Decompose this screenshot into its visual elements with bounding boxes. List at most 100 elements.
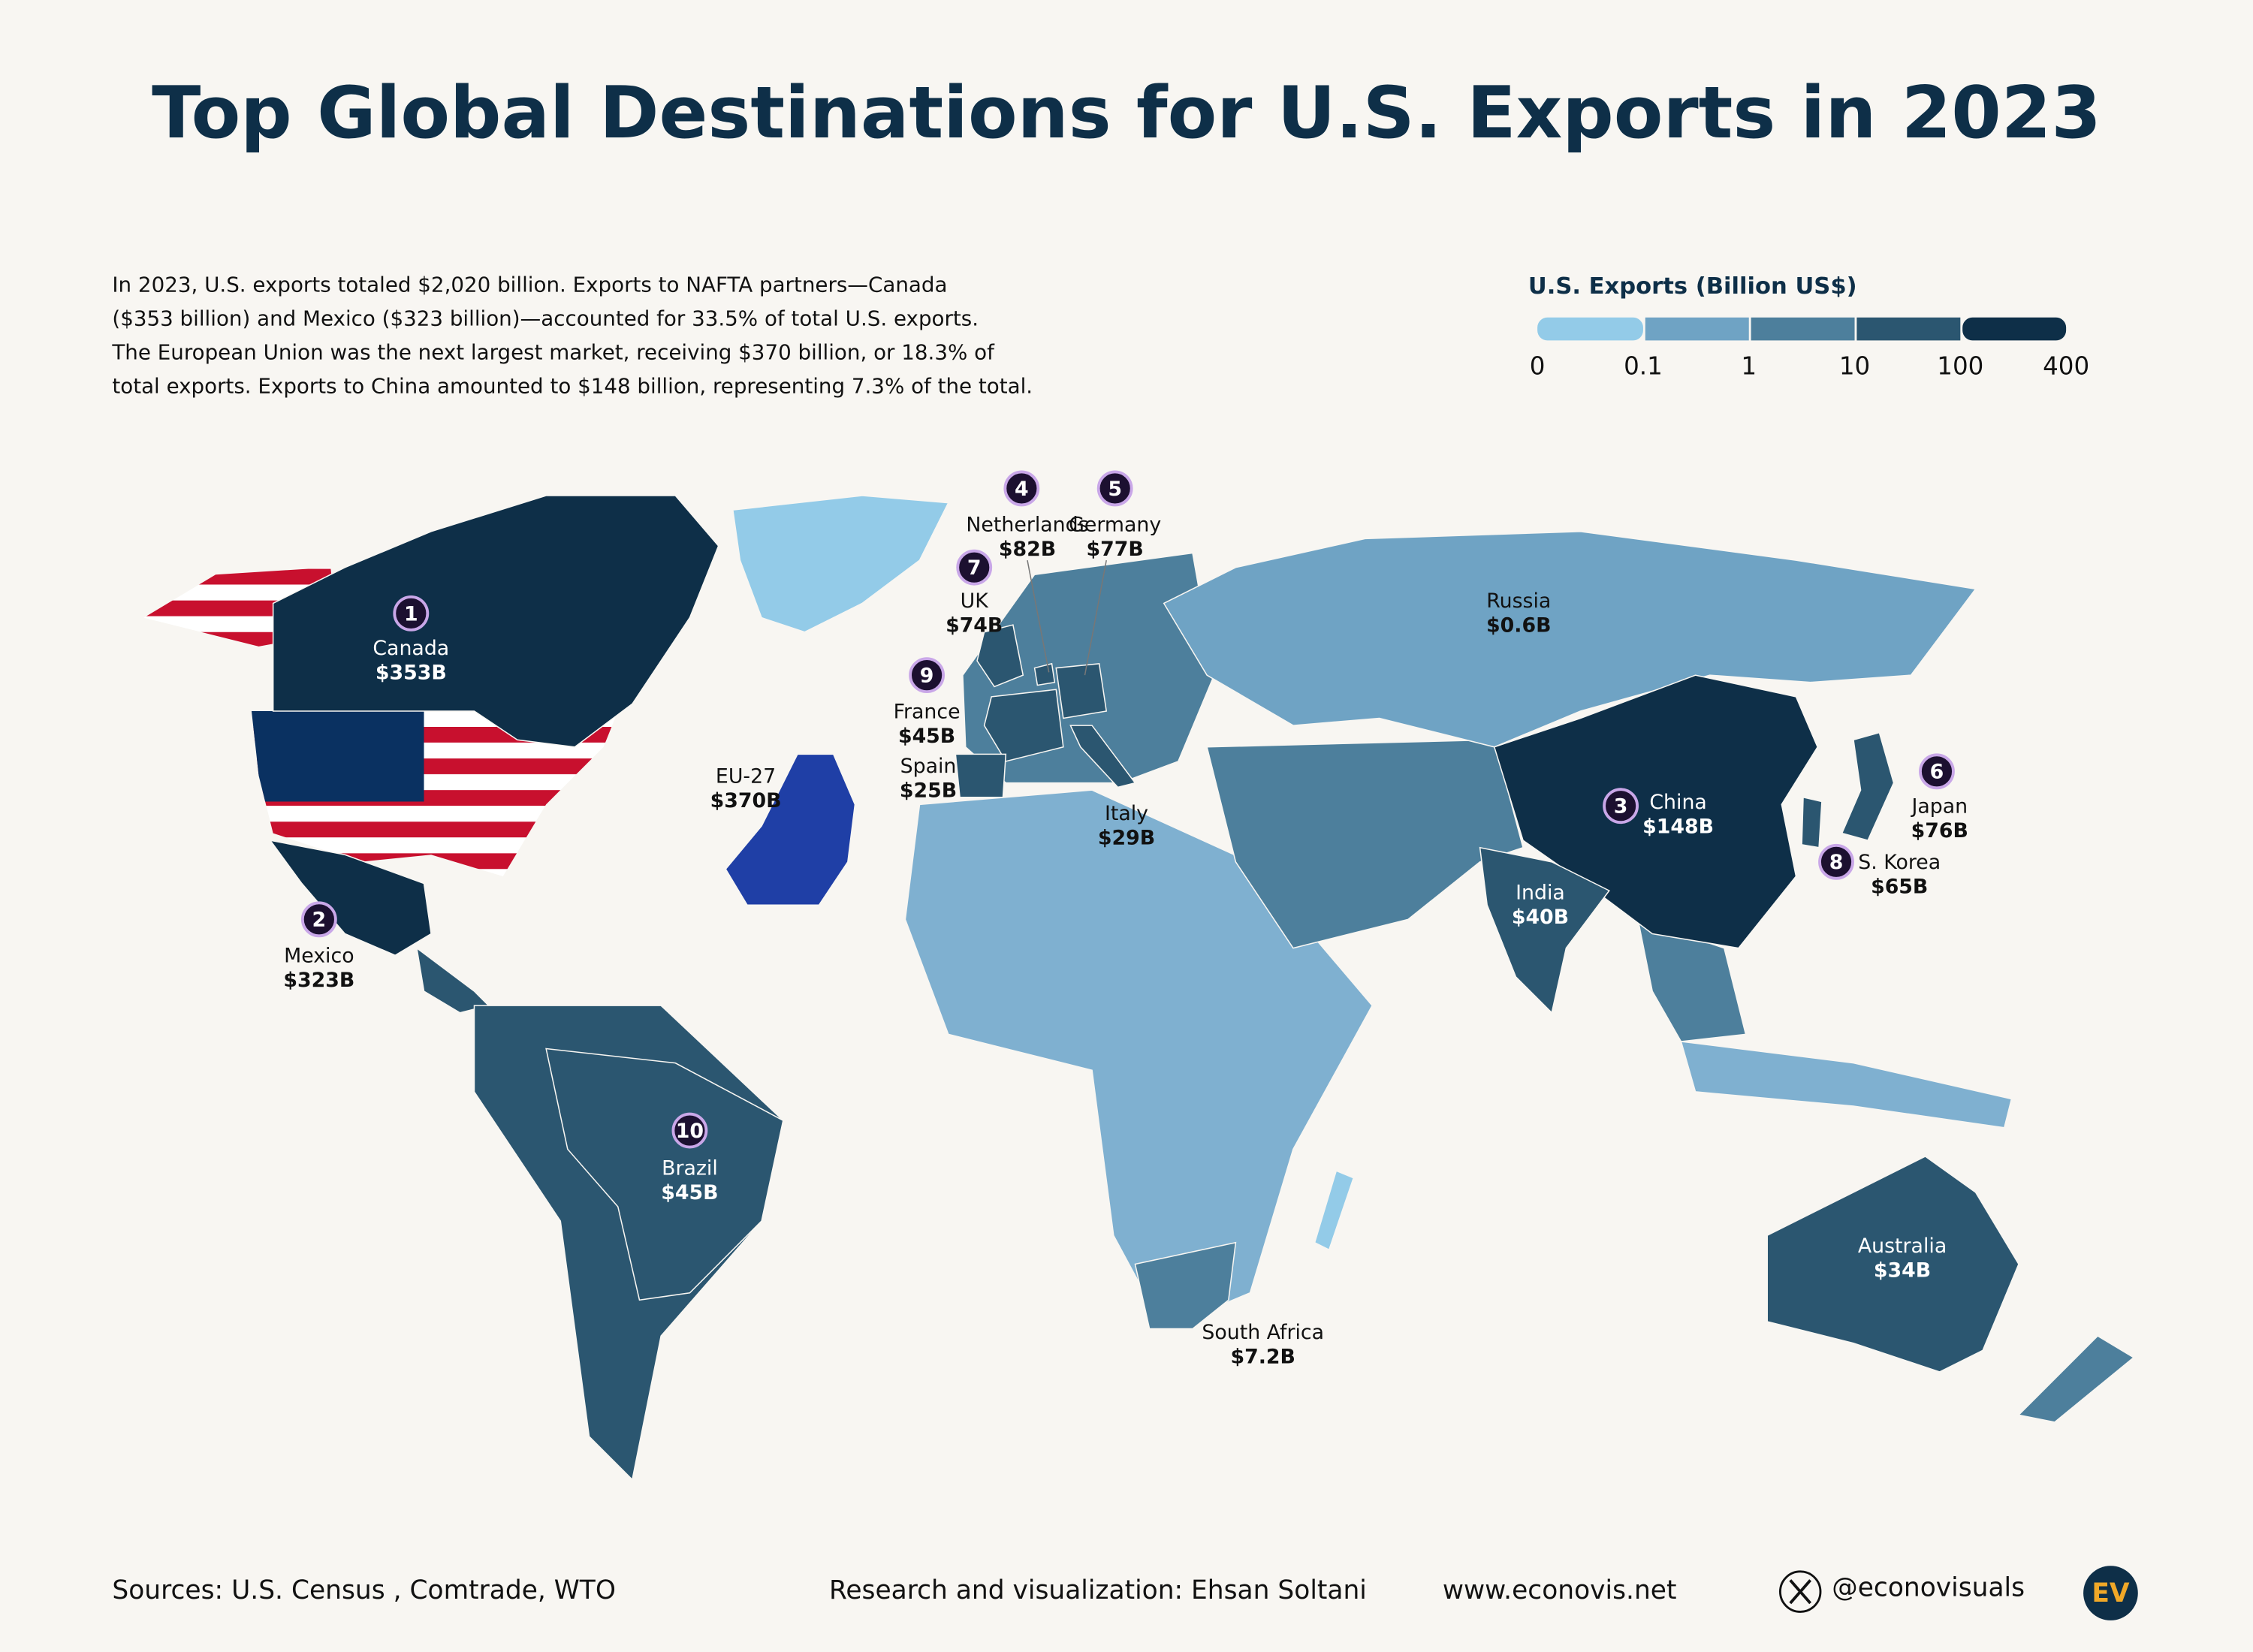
country (269, 840, 432, 957)
logo: EV (2092, 1578, 2130, 1608)
country-value: $353B (376, 662, 447, 685)
leader-line (1084, 559, 1107, 676)
country-name: Canada (372, 637, 449, 660)
rank-badge (393, 595, 430, 632)
rank-badge (956, 549, 993, 586)
country-value: $65B (1871, 876, 1928, 899)
country-value: $77B (1087, 538, 1144, 561)
legend-swatch (1537, 317, 1643, 341)
country-value: $0.6B (1486, 614, 1551, 638)
country (976, 624, 1024, 688)
country (1841, 731, 1895, 842)
legend-swatch (1856, 317, 1961, 341)
sources: Sources: U.S. Census , Comtrade, WTO (112, 1575, 616, 1605)
legend-tick-label: 1 (1741, 352, 1757, 381)
country (1055, 662, 1108, 719)
country-value: $370B (710, 789, 782, 812)
description-line: ($353 billion) and Mexico ($323 billion)… (112, 306, 979, 331)
country (1766, 1156, 2019, 1373)
country (1163, 531, 1977, 748)
country-name: China (1649, 791, 1706, 814)
country-name: UK (961, 589, 990, 613)
legend-swatch (1751, 317, 1855, 341)
rank-badge (909, 657, 945, 694)
rank-badge (1919, 753, 1955, 790)
legend-title: U.S. Exports (Billion US$) (1528, 273, 1857, 300)
credit: Research and visualization: Ehsan Soltan… (829, 1575, 1367, 1605)
rank-number: 6 (1930, 761, 1944, 784)
legend-tick-label: 0.1 (1624, 352, 1663, 381)
rank-number: 9 (920, 665, 934, 688)
rank-number: 8 (1829, 851, 1844, 874)
rank-badge (671, 1112, 708, 1149)
country (1479, 846, 1610, 1014)
country (1801, 796, 1823, 849)
legend-tick-label: 10 (1839, 352, 1870, 381)
country-value: $148B (1642, 815, 1714, 838)
country-name: Japan (1910, 795, 1968, 818)
rank-number: 10 (676, 1120, 704, 1143)
country-name: Italy (1105, 802, 1148, 825)
rank-badge (300, 901, 337, 938)
country (1033, 662, 1056, 686)
country-name: South Africa (1202, 1321, 1324, 1344)
country-value: $45B (898, 725, 955, 748)
x-icon (1779, 1570, 1822, 1613)
country-value: $29B (1098, 827, 1155, 850)
country-value: $74B (946, 614, 1003, 638)
country (545, 1048, 784, 1301)
country-value: $7.2B (1231, 1345, 1295, 1368)
legend-tick-label: 100 (1937, 352, 1983, 381)
country-name: Germany (1069, 514, 1161, 537)
logo-badge (2083, 1566, 2138, 1620)
country-value: $76B (1911, 819, 1968, 843)
country-name: Russia (1486, 589, 1551, 613)
country (1069, 725, 1136, 788)
indonesia (1680, 1041, 2013, 1129)
legend-swatch (1962, 317, 2067, 341)
greenland (731, 495, 949, 633)
legend-tick-label: 0 (1530, 352, 1546, 381)
country-value: $45B (661, 1181, 718, 1204)
country-name: Australia (1858, 1234, 1947, 1258)
website: www.econovis.net (1443, 1575, 1677, 1605)
rank-badge (1096, 470, 1133, 507)
legend: U.S. Exports (Billion US$) 0 0.1 1 10 100 400 (1528, 273, 2089, 381)
country (725, 753, 856, 906)
social: @econovisuals (1832, 1572, 2025, 1602)
rank-number: 7 (967, 556, 982, 580)
country-value: $25B (900, 779, 957, 803)
country-name: Netherlands (966, 514, 1088, 537)
rank-badge (1003, 470, 1040, 507)
rank-number: 4 (1015, 478, 1029, 501)
rank-badge (1603, 788, 1639, 824)
country-name: S. Korea (1858, 851, 1941, 874)
country-value: $34B (1874, 1259, 1931, 1283)
rank-number: 1 (404, 602, 418, 626)
leader-line (1027, 559, 1050, 673)
country-name: Mexico (284, 945, 354, 968)
x-icon-glyph (1789, 1579, 1812, 1605)
country-name: EU-27 (716, 764, 776, 788)
country-name: France (894, 700, 961, 723)
country-name: India (1516, 881, 1565, 904)
country-name: Brazil (662, 1157, 718, 1180)
legend-tick-label: 400 (2043, 352, 2089, 381)
footer: Sources: U.S. Census , Comtrade, WTO Res… (112, 1566, 2138, 1620)
description-line: The European Union was the next largest … (111, 340, 995, 365)
country-name: Spain (900, 755, 957, 778)
country (1134, 1241, 1237, 1330)
country-value: $40B (1512, 906, 1569, 929)
country-value: $82B (999, 538, 1056, 561)
rank-badge (1818, 843, 1854, 880)
legend-swatch (1645, 317, 1749, 341)
madagascar (1313, 1170, 1355, 1251)
countries (269, 495, 2019, 1373)
title: Top Global Destinations for U.S. Exports… (152, 71, 2101, 155)
country (983, 689, 1064, 762)
new-zealand (2017, 1335, 2135, 1423)
description-line: total exports. Exports to China amounted… (112, 374, 1033, 399)
description: In 2023, U.S. exports totaled $2,020 bil… (111, 273, 1033, 399)
rank-number: 3 (1614, 795, 1628, 818)
